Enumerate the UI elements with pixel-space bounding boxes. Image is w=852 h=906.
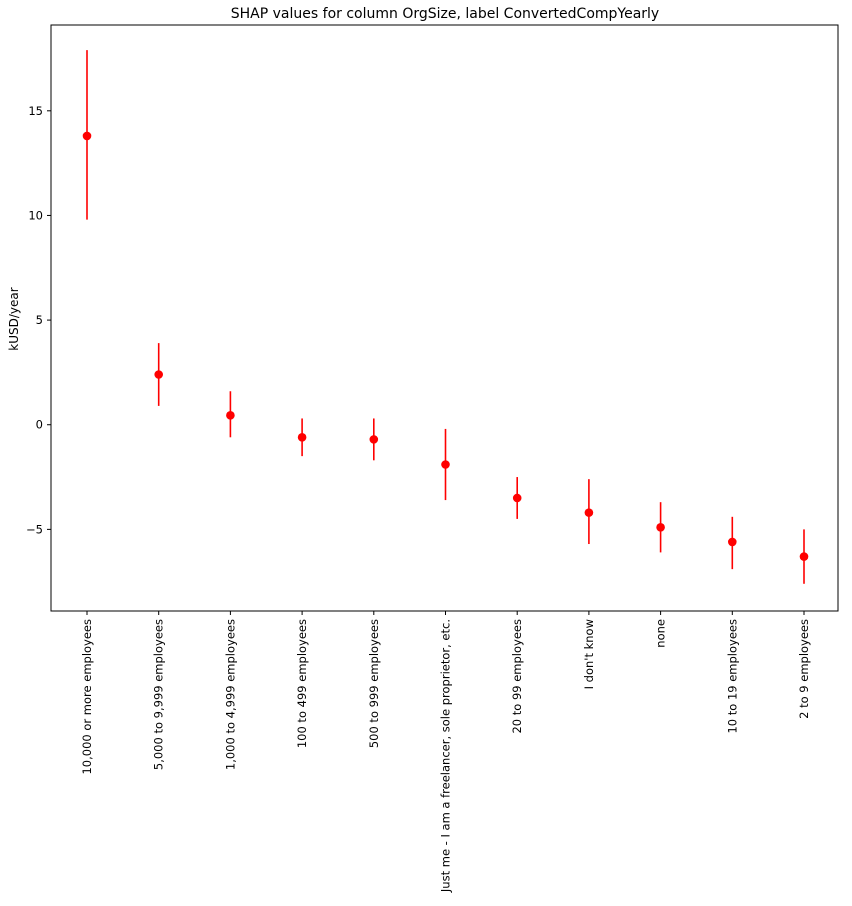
- x-axis: 10,000 or more employees 5,000 to 9,999 e…: [80, 611, 811, 893]
- x-tick-label: 100 to 499 employees: [295, 619, 309, 748]
- x-tick-label: 20 to 99 employees: [510, 619, 524, 734]
- x-tick-label: 1,000 to 4,999 employees: [223, 619, 237, 770]
- data-point: [298, 433, 307, 442]
- x-tick-label: I don't know: [582, 619, 596, 689]
- x-tick-label: 5,000 to 9,999 employees: [152, 619, 166, 770]
- data-point: [226, 411, 235, 420]
- x-tick-label: 10 to 19 employees: [725, 619, 739, 734]
- x-tick-label: 10,000 or more employees: [80, 619, 94, 775]
- y-tick-label: 10: [28, 208, 43, 222]
- y-tick-label: 0: [36, 418, 43, 432]
- data-point: [154, 370, 163, 379]
- x-tick-label: 500 to 999 employees: [367, 619, 381, 748]
- data-point: [370, 435, 379, 444]
- data-point: [728, 538, 737, 547]
- data-series: [83, 50, 809, 584]
- data-point: [441, 460, 450, 469]
- y-tick-label: 15: [28, 104, 43, 118]
- data-point: [656, 523, 665, 532]
- y-axis: −5 0 5 10 15: [26, 104, 51, 537]
- data-point: [800, 552, 809, 561]
- shap-chart: SHAP values for column OrgSize, label Co…: [0, 0, 852, 906]
- y-axis-label: kUSD/year: [7, 287, 21, 350]
- x-tick-label: 2 to 9 employees: [797, 619, 811, 719]
- y-tick-label: −5: [26, 522, 43, 536]
- x-tick-label: none: [654, 619, 668, 648]
- y-tick-label: 5: [36, 313, 43, 327]
- data-point: [83, 132, 92, 141]
- x-tick-label: Just me - I am a freelancer, sole propri…: [439, 619, 453, 893]
- chart-title: SHAP values for column OrgSize, label Co…: [231, 6, 659, 22]
- plot-area: [51, 25, 838, 611]
- data-point: [585, 508, 594, 517]
- data-point: [513, 494, 522, 503]
